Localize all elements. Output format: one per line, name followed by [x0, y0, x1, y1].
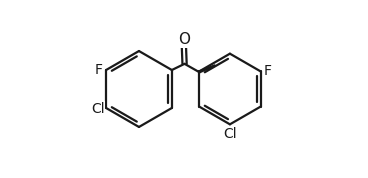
Text: O: O — [178, 32, 190, 47]
Text: F: F — [264, 64, 272, 78]
Text: F: F — [95, 63, 103, 77]
Text: Cl: Cl — [223, 127, 237, 140]
Text: Cl: Cl — [91, 102, 105, 116]
